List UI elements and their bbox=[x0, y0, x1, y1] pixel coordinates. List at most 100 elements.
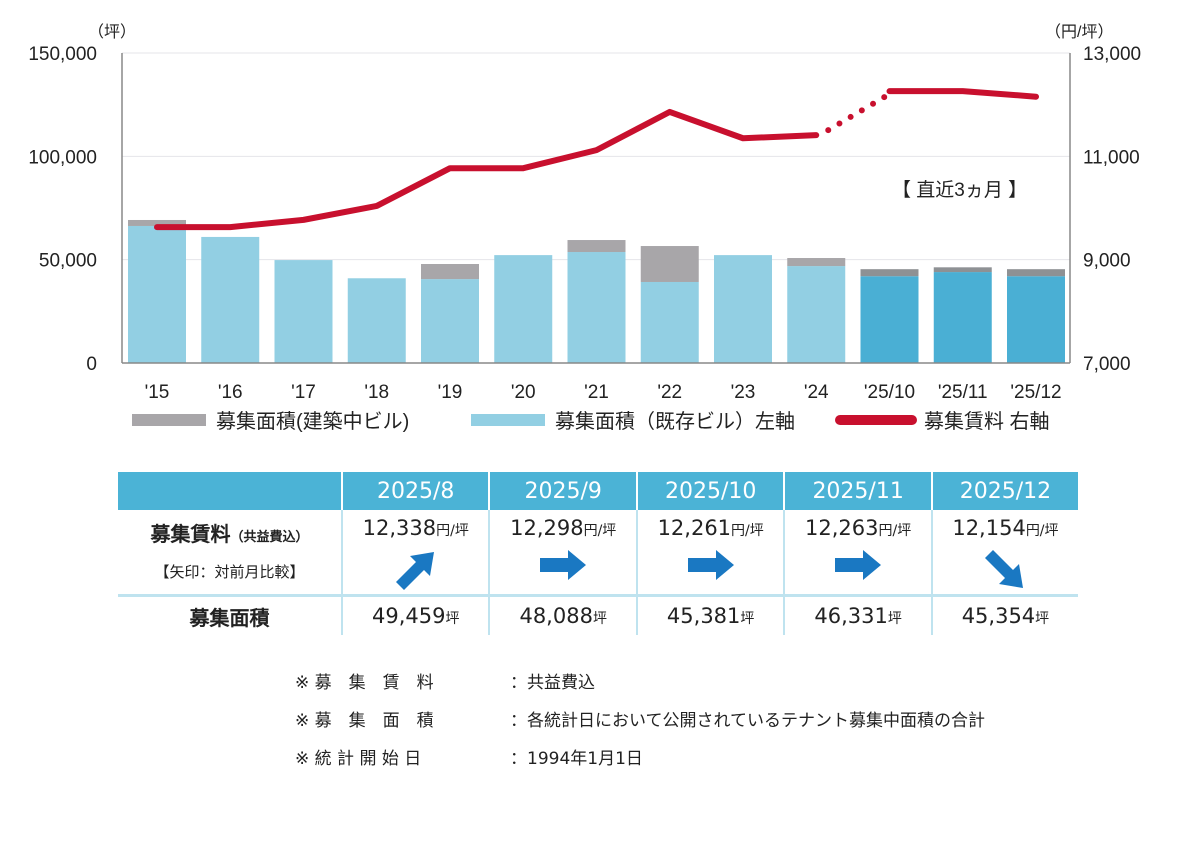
note-value: ：1994年1月1日 bbox=[510, 749, 643, 769]
bar-construction bbox=[1007, 269, 1065, 277]
flat-arrow-icon bbox=[490, 550, 635, 584]
note-key: ※ 統 計 開 始 日 bbox=[295, 749, 422, 769]
area-cell: 49,459坪 bbox=[340, 594, 490, 635]
legend-label: 募集面積(建築中ビル) bbox=[216, 410, 409, 433]
bar-existing bbox=[860, 276, 919, 363]
bar-construction bbox=[567, 240, 626, 253]
rent-cell: 12,338円/坪 bbox=[340, 510, 490, 596]
right-tick-label: 9,000 bbox=[1083, 251, 1131, 272]
area-row: 募集面積 49,459坪 48,088坪 45,381坪 46,331坪 45,354坪 bbox=[118, 594, 1078, 635]
bar-existing bbox=[714, 255, 772, 363]
x-tick-label: '15 bbox=[145, 382, 170, 403]
area-cell: 48,088坪 bbox=[488, 594, 637, 635]
note-item: ※ 統 計 開 始 日 ：1994年1月1日 bbox=[295, 740, 985, 778]
recent-annotation: 【 直近3ヵ月 】 bbox=[892, 179, 1027, 201]
bar-existing bbox=[347, 278, 406, 363]
area-label: 募集面積 bbox=[118, 594, 342, 635]
x-tick-label: '19 bbox=[438, 382, 463, 403]
bar-construction bbox=[860, 269, 919, 277]
flat-arrow-icon bbox=[638, 550, 783, 584]
note-value: ：各統計日において公開されているテナント募集中面積の合計 bbox=[510, 711, 985, 731]
rent-line bbox=[886, 88, 1039, 100]
chart: 0 50,000 100,000 150,000 7,000 9,000 11,000 13,… bbox=[28, 23, 1141, 433]
header-month: 2025/10 bbox=[635, 472, 785, 510]
rent-value: 12,338 bbox=[362, 516, 437, 540]
bar-existing bbox=[201, 236, 260, 363]
x-tick-label: '17 bbox=[291, 382, 316, 403]
rent-unit: 円/坪 bbox=[731, 523, 764, 539]
area-value: 49,459 bbox=[371, 604, 446, 628]
legend-label: 募集面積（既存ビル）左軸 bbox=[555, 410, 795, 433]
x-tick-label: '18 bbox=[364, 382, 389, 403]
header-month: 2025/9 bbox=[488, 472, 637, 510]
header-month: 2025/8 bbox=[340, 472, 490, 510]
rent-line-dotted bbox=[825, 92, 891, 134]
x-tick-label: '21 bbox=[584, 382, 609, 403]
bar-existing bbox=[494, 255, 553, 363]
legend-label: 募集賃料 右軸 bbox=[924, 410, 1050, 433]
x-tick-label: '22 bbox=[657, 382, 682, 403]
rent-sub-label: （共益費込） bbox=[230, 530, 309, 545]
rent-unit: 円/坪 bbox=[583, 523, 617, 539]
bar-construction bbox=[933, 267, 992, 273]
rent-cell: 12,154円/坪 bbox=[930, 510, 1078, 596]
rent-value: 12,154 bbox=[952, 516, 1026, 540]
rent-cell: 12,298円/坪 bbox=[488, 510, 637, 596]
bar-existing bbox=[421, 279, 479, 363]
header-month: 2025/12 bbox=[930, 472, 1078, 510]
bar-existing bbox=[933, 272, 992, 363]
left-tick-label: 50,000 bbox=[39, 251, 97, 272]
x-tick-label: '25/12 bbox=[1010, 382, 1061, 403]
left-tick-label: 150,000 bbox=[28, 44, 97, 65]
legend-swatch-existing bbox=[471, 414, 545, 426]
area-cell: 46,331坪 bbox=[783, 594, 932, 635]
area-unit: 坪 bbox=[1035, 611, 1050, 627]
left-tick-label: 0 bbox=[86, 354, 97, 375]
bar-existing bbox=[1007, 276, 1065, 363]
rent-unit: 円/坪 bbox=[436, 523, 469, 539]
bar-construction bbox=[128, 219, 186, 226]
rent-value: 12,261 bbox=[657, 516, 732, 540]
bar-existing bbox=[640, 281, 699, 363]
bar-construction bbox=[787, 258, 846, 267]
rent-label: 募集賃料 bbox=[150, 522, 231, 546]
left-tick-label: 100,000 bbox=[28, 147, 97, 168]
table-header-row: 2025/8 2025/9 2025/10 2025/11 2025/12 bbox=[118, 472, 1078, 510]
area-value: 48,088 bbox=[519, 604, 593, 628]
area-value: 45,354 bbox=[961, 604, 1036, 628]
summary-table: 2025/8 2025/9 2025/10 2025/11 2025/12 募集… bbox=[118, 472, 1078, 635]
area-value: 45,381 bbox=[666, 604, 741, 628]
up-arrow-icon bbox=[343, 550, 488, 594]
rent-unit: 円/坪 bbox=[878, 523, 912, 539]
x-tick-label: '20 bbox=[511, 382, 536, 403]
x-tick-label: '23 bbox=[731, 382, 756, 403]
right-tick-label: 11,000 bbox=[1083, 147, 1140, 168]
header-empty bbox=[118, 472, 342, 510]
right-axis-unit: （円/坪） bbox=[1045, 23, 1113, 41]
x-tick-label: '25/11 bbox=[938, 382, 988, 403]
rent-unit: 円/坪 bbox=[1025, 523, 1059, 539]
bar-existing bbox=[274, 260, 333, 363]
down-arrow-icon bbox=[933, 550, 1078, 594]
notes: ※ 募 集 賃 料 ：共益費込 ※ 募 集 面 積 ：各統計日において公開されている… bbox=[295, 664, 985, 778]
note-item: ※ 募 集 面 積 ：各統計日において公開されているテナント募集中面積の合計 bbox=[295, 702, 985, 740]
rent-row: 募集賃料（共益費込） 【矢印：対前月比較】 12,338円/坪 12,298円/坪… bbox=[118, 510, 1078, 596]
note-value: ：共益費込 bbox=[510, 673, 595, 693]
rent-label-cell: 募集賃料（共益費込） 【矢印：対前月比較】 bbox=[118, 510, 342, 596]
bar-construction bbox=[421, 264, 479, 280]
note-key: ※ 募 集 賃 料 bbox=[295, 673, 434, 693]
x-tick-label: '16 bbox=[218, 382, 243, 403]
right-tick-label: 7,000 bbox=[1083, 354, 1131, 375]
rent-line bbox=[154, 108, 820, 231]
area-cell: 45,354坪 bbox=[930, 594, 1078, 635]
x-tick-label: '25/10 bbox=[864, 382, 915, 403]
bar-existing bbox=[567, 252, 626, 363]
area-value: 46,331 bbox=[814, 604, 888, 628]
area-unit: 坪 bbox=[887, 611, 902, 627]
note-key: ※ 募 集 面 積 bbox=[295, 711, 434, 731]
right-tick-label: 13,000 bbox=[1083, 44, 1141, 65]
area-unit: 坪 bbox=[740, 611, 755, 627]
left-axis-unit: （坪） bbox=[88, 23, 136, 41]
bar-existing bbox=[787, 266, 846, 363]
